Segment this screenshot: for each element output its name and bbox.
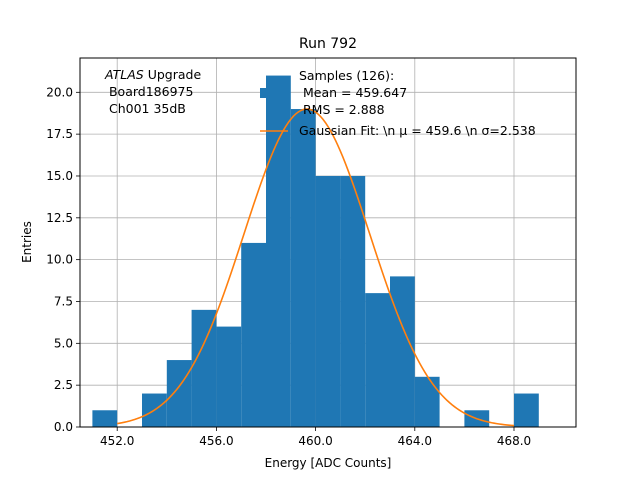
histogram-bar	[216, 326, 242, 427]
y-tick-label: 5.0	[54, 336, 73, 350]
histogram-bars	[92, 75, 539, 428]
annotation-channel: Ch001 35dB	[105, 101, 186, 116]
x-tick-label: 460.0	[298, 434, 332, 448]
x-axis-ticks: 452.0 456.0 460.0 464.0 468.0	[100, 427, 531, 448]
histogram-bar	[191, 309, 217, 427]
histogram-bar	[266, 75, 291, 428]
y-tick-label: 20.0	[46, 85, 73, 99]
histogram-bar	[365, 293, 390, 427]
histogram-bar	[514, 393, 539, 427]
y-tick-label: 0.0	[54, 420, 73, 434]
legend-hist-line-2: Mean = 459.647	[299, 85, 407, 100]
histogram-bar	[92, 410, 118, 427]
plot-frame	[79, 57, 577, 428]
histogram-bar	[290, 109, 316, 427]
legend: Samples (126): Mean = 459.647 RMS = 2.88…	[260, 68, 536, 138]
y-tick-label: 7.5	[54, 294, 73, 308]
y-tick-label: 2.5	[54, 378, 73, 392]
y-axis-ticks: 0.0 2.5 5.0 7.5 10.0 12.5 15.0 17.5 20.0	[46, 85, 80, 434]
atlas-annotation: ATLAS Upgrade Board186975 Ch001 35dB	[104, 67, 201, 116]
gaussian-fit-layer	[117, 108, 515, 427]
annotation-upgrade: Upgrade	[144, 67, 202, 82]
legend-hist-line-1: Samples (126):	[299, 68, 394, 83]
histogram-bar	[315, 175, 341, 427]
y-tick-label: 15.0	[46, 169, 73, 183]
x-tick-label: 468.0	[497, 434, 531, 448]
x-tick-label: 452.0	[100, 434, 134, 448]
annotation-atlas: ATLAS	[104, 67, 144, 82]
histogram-bar	[414, 376, 440, 427]
annotation-board: Board186975	[105, 84, 193, 99]
histogram-bar	[241, 242, 266, 427]
histogram-bar	[340, 175, 366, 427]
x-tick-label: 464.0	[398, 434, 432, 448]
y-tick-label: 10.0	[46, 253, 73, 267]
x-axis-label: Energy [ADC Counts]	[265, 456, 392, 470]
legend-hist-line-3: RMS = 2.888	[299, 102, 385, 117]
y-axis-label: Entries	[20, 221, 34, 263]
histogram-bar	[166, 360, 192, 427]
x-tick-label: 456.0	[199, 434, 233, 448]
y-tick-label: 12.5	[46, 211, 73, 225]
annotation-line-1: ATLAS Upgrade	[104, 67, 201, 82]
chart-title: Run 792	[299, 36, 357, 52]
histogram-bar	[390, 276, 415, 427]
gaussian-fit-line	[117, 108, 515, 427]
legend-hist-swatch	[260, 88, 288, 98]
legend-fit-label: Gaussian Fit: \n μ = 459.6 \n σ=2.538	[299, 123, 536, 138]
y-tick-label: 17.5	[46, 127, 73, 141]
